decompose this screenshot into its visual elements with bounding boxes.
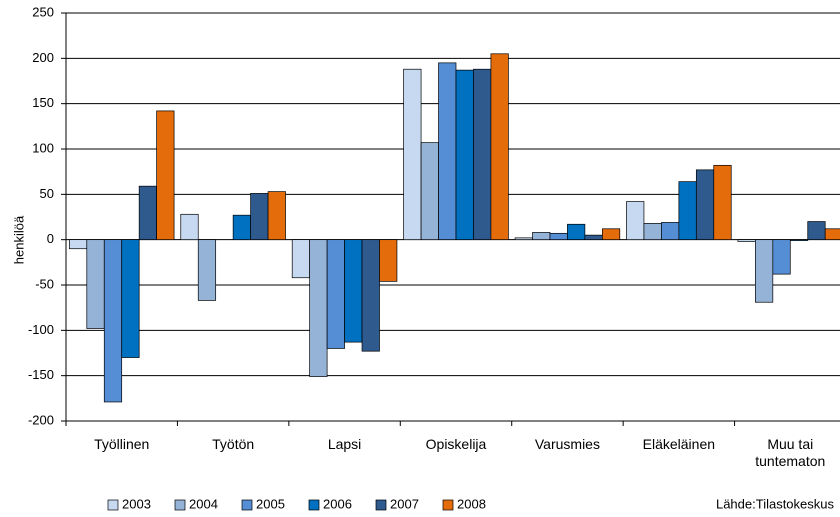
bar	[103, 239, 123, 403]
legend-swatch	[308, 499, 320, 511]
bar	[197, 239, 217, 301]
x-tick-label: Muu tai tuntematon	[755, 436, 826, 469]
bar	[737, 239, 756, 242]
legend-swatch	[107, 499, 119, 511]
x-tick-label: Varusmies	[534, 436, 600, 452]
y-tick-label: -100	[28, 322, 54, 337]
bar	[379, 239, 398, 282]
bar	[232, 214, 251, 241]
bar	[490, 53, 509, 241]
legend-swatch	[241, 499, 253, 511]
bar	[344, 239, 363, 343]
legend-label: 2007	[390, 496, 419, 511]
bar	[755, 239, 774, 303]
bar	[514, 237, 533, 241]
bar	[601, 228, 621, 241]
bar	[789, 239, 809, 241]
legend-label: 2004	[189, 496, 218, 511]
legend-label: 2006	[323, 496, 352, 511]
bar	[403, 68, 422, 241]
x-tick-label: Opiskelija	[425, 436, 487, 452]
bar	[549, 232, 568, 241]
y-tick-label: 200	[32, 50, 54, 65]
bar	[68, 239, 88, 250]
legend-swatch	[442, 499, 454, 511]
bar	[643, 222, 662, 241]
bar	[361, 239, 380, 352]
y-tick-label: 150	[32, 95, 54, 110]
source: Lähde:Tilastokeskus	[716, 496, 835, 511]
y-tick-label: -150	[28, 367, 54, 382]
bar	[567, 223, 586, 241]
bar	[807, 221, 826, 241]
bar	[824, 228, 840, 241]
legend-label: 2005	[256, 496, 285, 511]
x-tick-label: Eläkeläinen	[642, 436, 716, 452]
bar	[532, 232, 551, 241]
bar	[678, 181, 697, 241]
legend-label: 2003	[122, 496, 151, 511]
y-tick-label: -200	[28, 412, 54, 427]
bar	[438, 62, 457, 241]
bar	[309, 239, 328, 377]
y-tick-label: -50	[35, 276, 54, 291]
bar	[121, 239, 140, 358]
bar	[713, 164, 732, 241]
bar	[291, 239, 311, 279]
bar	[584, 234, 603, 241]
y-tick-label: 50	[40, 186, 54, 201]
bar	[455, 69, 474, 241]
bar	[156, 110, 175, 241]
x-tick-label: Lapsi	[327, 436, 362, 452]
legend-label: 2008	[457, 496, 486, 511]
x-tick-label: Työtön	[212, 436, 255, 452]
bar	[661, 222, 680, 241]
y-tick-label: 100	[32, 140, 54, 155]
y-tick-label: 250	[32, 4, 54, 19]
bar	[626, 201, 645, 241]
y-axis-title: henkilöä	[11, 215, 26, 264]
x-tick-label: Työllinen	[94, 436, 150, 452]
y-tick-label: 0	[47, 231, 54, 246]
bar	[138, 185, 157, 241]
legend-swatch	[375, 499, 387, 511]
bar	[420, 142, 439, 241]
bar	[695, 169, 715, 241]
legend-swatch	[174, 499, 186, 511]
bar	[473, 68, 492, 241]
bar	[180, 213, 199, 241]
bar	[86, 239, 105, 329]
bar	[772, 239, 791, 275]
bar	[267, 191, 286, 241]
bar	[326, 239, 345, 349]
bar	[250, 193, 269, 241]
